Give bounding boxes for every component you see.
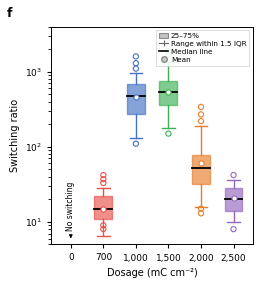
- Y-axis label: Switching ratio: Switching ratio: [10, 99, 20, 172]
- Bar: [225, 188, 243, 211]
- Point: [134, 54, 138, 59]
- Point: [199, 112, 203, 117]
- Point: [101, 177, 105, 182]
- Point: [231, 173, 236, 177]
- Legend: 25–75%, Range within 1.5 IQR, Median line, Mean: 25–75%, Range within 1.5 IQR, Median lin…: [157, 30, 249, 66]
- Point: [199, 105, 203, 109]
- Point: [199, 119, 203, 123]
- Point: [134, 141, 138, 146]
- Bar: [127, 84, 145, 114]
- Point: [199, 206, 203, 211]
- Point: [199, 211, 203, 215]
- Point: [101, 206, 105, 211]
- Text: f: f: [7, 7, 12, 20]
- Point: [166, 89, 171, 94]
- Bar: [159, 81, 177, 105]
- X-axis label: Dosage (mC cm⁻²): Dosage (mC cm⁻²): [107, 268, 198, 278]
- Point: [134, 66, 138, 71]
- Bar: [94, 196, 112, 219]
- Point: [166, 52, 171, 57]
- Point: [166, 131, 171, 136]
- Text: No switching: No switching: [66, 182, 75, 231]
- Bar: [192, 155, 210, 184]
- Point: [101, 223, 105, 228]
- Point: [101, 227, 105, 231]
- Point: [166, 48, 171, 53]
- Point: [231, 227, 236, 231]
- Point: [134, 95, 138, 99]
- Point: [101, 173, 105, 177]
- Point: [134, 61, 138, 66]
- Point: [199, 161, 203, 166]
- Point: [101, 181, 105, 185]
- Point: [231, 196, 236, 200]
